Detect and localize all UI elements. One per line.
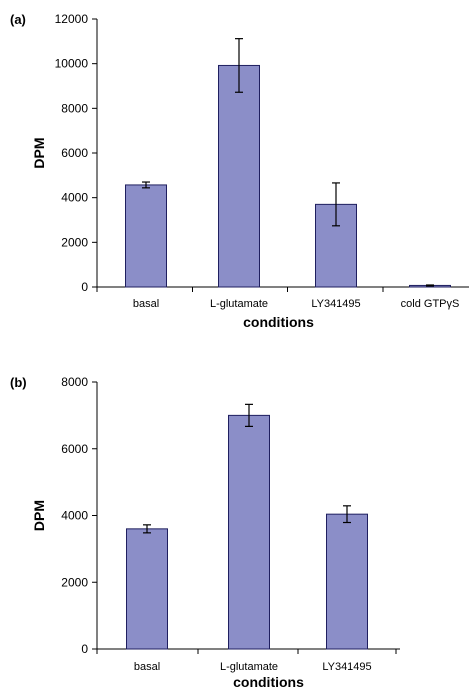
category-label: basal <box>134 661 160 673</box>
y-tick-label: 0 <box>81 642 88 656</box>
y-axis-title: DPM <box>31 137 47 168</box>
y-tick-label: 4000 <box>61 509 88 523</box>
y-tick-label: 8000 <box>61 375 88 389</box>
y-tick-label: 2000 <box>61 575 88 589</box>
x-axis-title: conditions <box>233 674 304 690</box>
y-axis-title: DPM <box>31 500 47 531</box>
y-tick-label: 2000 <box>61 235 88 249</box>
bar <box>126 528 168 650</box>
y-tick-label: 6000 <box>61 146 88 160</box>
bar <box>125 184 167 288</box>
panel-label: (a) <box>10 12 26 27</box>
y-tick-label: 4000 <box>61 191 88 205</box>
category-label: L-glutamate <box>210 298 268 310</box>
bar <box>218 64 260 288</box>
panel-b: (b) 0 2000 4000 6000 8000 basal L-glutamate LY34… <box>10 375 400 690</box>
category-label: LY341495 <box>311 298 360 310</box>
y-tick-label: 12000 <box>55 12 89 26</box>
category-label: L-glutamate <box>220 661 278 673</box>
panel-label: (b) <box>10 375 27 390</box>
category-label: cold GTPγS <box>401 298 460 310</box>
panel-a: (a) 0 2000 4000 6000 8000 10000 12000 basal L-glu… <box>10 12 469 330</box>
y-tick-label: 8000 <box>61 101 88 115</box>
bar <box>326 513 368 650</box>
bar <box>228 414 270 650</box>
y-tick-label: 10000 <box>55 57 89 71</box>
x-axis-title: conditions <box>243 314 314 330</box>
category-label: LY341495 <box>322 661 371 673</box>
y-tick-label: 6000 <box>61 442 88 456</box>
y-tick-label: 0 <box>81 280 88 294</box>
category-label: basal <box>133 298 159 310</box>
